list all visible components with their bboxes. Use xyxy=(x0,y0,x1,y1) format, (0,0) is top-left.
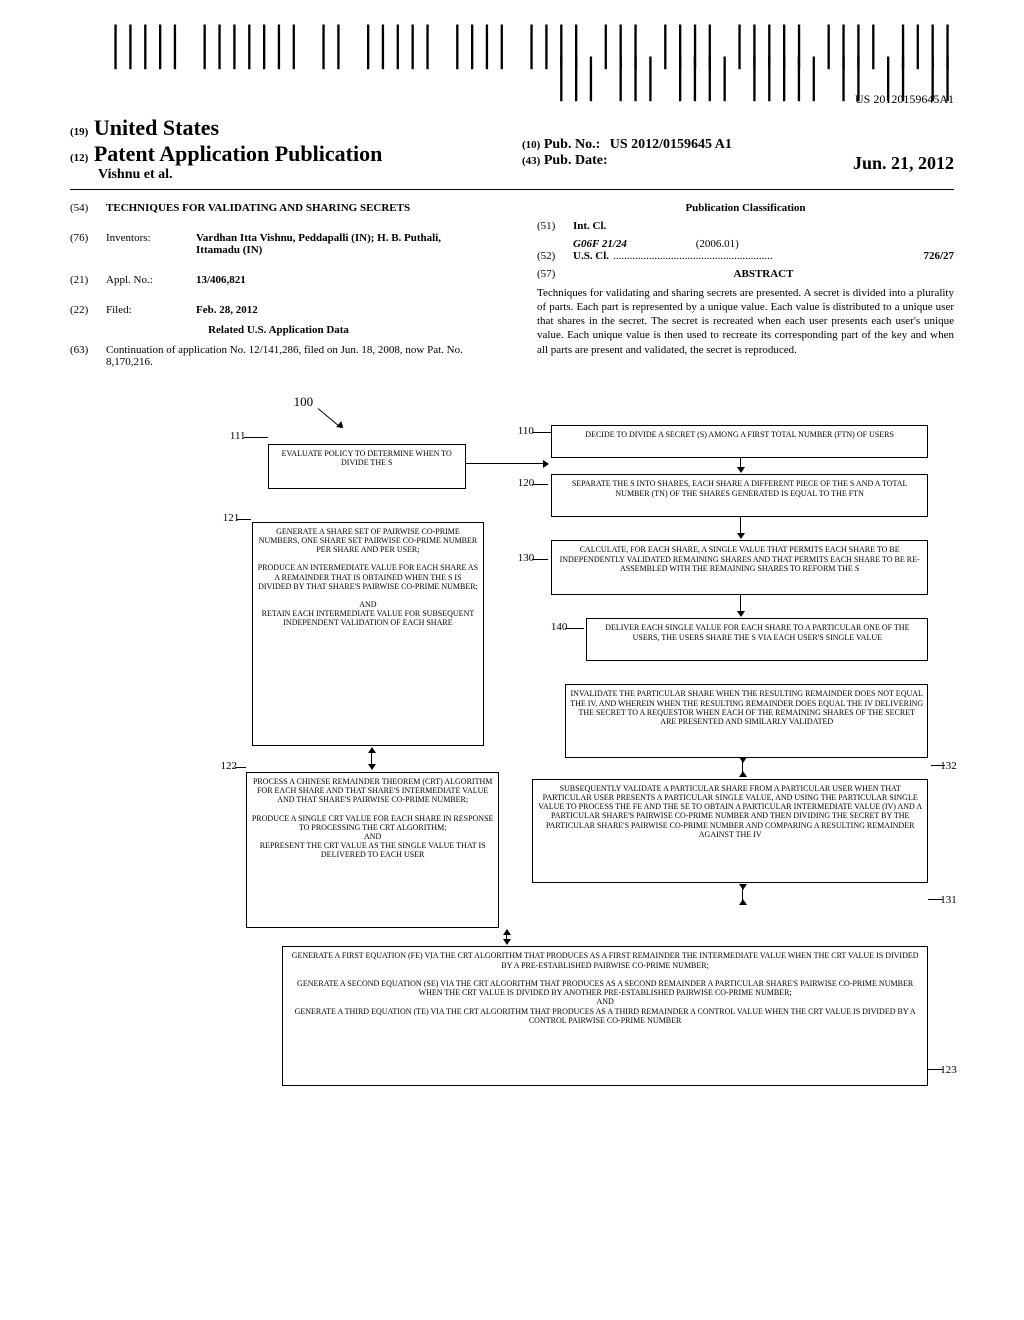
prefix-10: (10) xyxy=(522,139,540,151)
filed-label: Filed: xyxy=(106,304,196,316)
n52: (52) xyxy=(537,250,573,262)
n76: (76) xyxy=(70,232,106,244)
flowchart-label-l123: 123 xyxy=(940,1064,957,1076)
flowchart-box-b131: SUBSEQUENTLY VALIDATE A PARTICULAR SHARE… xyxy=(532,779,928,883)
left-column: (54) TECHNIQUES FOR VALIDATING AND SHARI… xyxy=(70,202,497,374)
appl-value: 13/406,821 xyxy=(196,274,487,286)
flowchart-label-l132: 132 xyxy=(940,760,957,772)
intcl-label: Int. Cl. xyxy=(573,220,954,232)
flowchart-box-b120: SEPARATE THE S INTO SHARES, EACH SHARE A… xyxy=(551,474,929,516)
flowchart-leader-1 xyxy=(532,432,551,433)
flowchart-arrow-6 xyxy=(742,885,743,904)
related-title: Related U.S. Application Data xyxy=(70,324,487,336)
n51: (51) xyxy=(537,220,573,232)
flowchart-leader-7 xyxy=(931,765,945,766)
flowchart-leader-9 xyxy=(928,1069,942,1070)
flowchart-arrow-5 xyxy=(742,758,743,777)
flowchart-arrow-0 xyxy=(466,463,549,464)
intcl-code: G06F 21/24 xyxy=(573,238,693,250)
uscl-value: 726/27 xyxy=(923,250,954,262)
flowchart-box-b123: GENERATE A FIRST EQUATION (FE) VIA THE C… xyxy=(282,946,929,1085)
flowchart-leader-4 xyxy=(532,559,549,560)
intcl-year: (2006.01) xyxy=(696,238,739,250)
flowchart-box-b122: PROCESS A CHINESE REMAINDER THEOREM (CRT… xyxy=(246,772,499,928)
prefix-19: (19) xyxy=(70,126,88,138)
n21: (21) xyxy=(70,274,106,286)
abstract-text: Techniques for validating and sharing se… xyxy=(537,286,954,357)
continuation: Continuation of application No. 12/141,2… xyxy=(106,344,487,368)
pubclass-title: Publication Classification xyxy=(537,202,954,214)
flowchart-arrow-1 xyxy=(740,458,741,472)
appl-label: Appl. No.: xyxy=(106,274,196,286)
flowchart-leader-8 xyxy=(928,899,942,900)
n57: (57) xyxy=(537,268,573,280)
flowchart-leader-2 xyxy=(532,484,549,485)
flowchart-leader-0 xyxy=(244,437,268,438)
flowchart-arrow-4 xyxy=(371,748,372,769)
flowchart-box-b121: GENERATE A SHARE SET OF PAIRWISE CO-PRIM… xyxy=(252,522,483,746)
pubdate-label: Pub. Date: xyxy=(544,153,608,168)
flowchart-arrow-3 xyxy=(740,595,741,616)
filed-value: Feb. 28, 2012 xyxy=(196,304,487,316)
flowchart-box-b110: DECIDE TO DIVIDE A SECRET (S) AMONG A FI… xyxy=(551,425,929,458)
inventors-label: Inventors: xyxy=(106,232,196,244)
divider xyxy=(70,189,954,190)
meta-columns: (54) TECHNIQUES FOR VALIDATING AND SHARI… xyxy=(70,202,954,374)
inventors-value: Vardhan Itta Vishnu, Peddapalli (IN); H.… xyxy=(196,232,487,256)
flowchart-label-l111: 111 xyxy=(230,430,246,442)
prefix-12: (12) xyxy=(70,152,88,164)
flowchart-label-l122: 122 xyxy=(220,760,237,772)
n22: (22) xyxy=(70,304,106,316)
flowchart-label-l120: 120 xyxy=(518,477,535,489)
flowchart-box-b140: DELIVER EACH SINGLE VALUE FOR EACH SHARE… xyxy=(586,618,928,660)
flowchart-box-b130: CALCULATE, FOR EACH SHARE, A SINGLE VALU… xyxy=(551,540,929,594)
flowchart-label-l131: 131 xyxy=(940,894,957,906)
flowchart-leader-6 xyxy=(235,767,247,768)
n63: (63) xyxy=(70,344,106,356)
title: TECHNIQUES FOR VALIDATING AND SHARING SE… xyxy=(106,202,487,214)
prefix-43: (43) xyxy=(522,155,540,167)
flowchart-leader-5 xyxy=(565,628,584,629)
flowchart-label-l130: 130 xyxy=(518,552,535,564)
flowchart-label-l140: 140 xyxy=(551,621,568,633)
pubno-value: US 2012/0159645 A1 xyxy=(610,137,732,152)
barcode-icon: ||||| ||||||| || ||||| |||| |||| ||| |||… xyxy=(70,28,954,91)
header-row: (19) United States (12) Patent Applicati… xyxy=(70,115,954,183)
n54: (54) xyxy=(70,202,106,214)
pubno-label: Pub. No.: xyxy=(544,137,600,152)
authors: Vishnu et al. xyxy=(70,167,502,183)
uscl-label: U.S. Cl. xyxy=(573,250,609,262)
flowchart-leader-3 xyxy=(237,519,251,520)
abstract-label: ABSTRACT xyxy=(573,268,954,280)
pubdate-value: Jun. 21, 2012 xyxy=(853,153,954,174)
flowchart-box-b111: EVALUATE POLICY TO DETERMINE WHEN TO DIV… xyxy=(268,444,466,489)
flowchart-arrow-2 xyxy=(740,517,741,538)
flowchart-label-l110: 110 xyxy=(518,425,534,437)
flowchart: 100 DECIDE TO DIVIDE A SECRET (S) AMONG … xyxy=(152,404,872,1124)
barcode-block: ||||| ||||||| || ||||| |||| |||| ||| |||… xyxy=(70,40,954,107)
flowchart-box-b132: INVALIDATE THE PARTICULAR SHARE WHEN THE… xyxy=(565,684,928,757)
uscl-dots: ........................................… xyxy=(613,250,919,262)
flowchart-label-l121: 121 xyxy=(223,512,240,524)
pap: Patent Application Publication xyxy=(94,141,382,166)
flowchart-arrow-7 xyxy=(506,930,507,944)
right-column: Publication Classification (51) Int. Cl.… xyxy=(527,202,954,374)
origin-label: 100 xyxy=(294,394,314,410)
country: United States xyxy=(94,115,219,140)
